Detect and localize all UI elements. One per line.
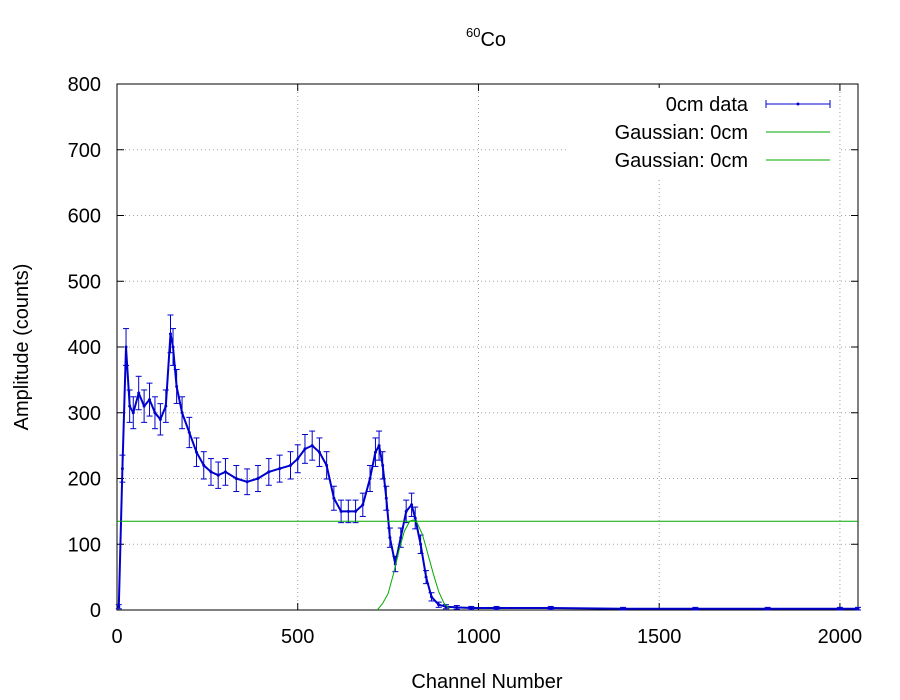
x-axis-label: Channel Number [411,671,563,693]
data-line [117,332,858,610]
y-tick-label: 700 [68,140,101,162]
y-tick-label: 300 [68,403,101,425]
x-tick-label: 1500 [637,626,682,648]
fit-line [376,519,450,611]
legend: 0cm data Gaussian: 0cm Gaussian: 0cm [568,88,838,180]
title-superscript: 60 [466,25,480,40]
y-tick-label: 100 [68,534,101,556]
x-tick-label: 1000 [456,626,501,648]
x-tick-label: 0 [111,626,122,648]
y-tick-label: 800 [68,74,101,96]
y-tick-label: 400 [68,337,101,359]
series-1 [376,519,450,611]
legend-background [568,88,838,180]
y-tick-label: 0 [90,600,101,622]
legend-label: 0cm data [666,94,749,116]
title-main: Co [480,29,506,51]
chart-title: 60Co [466,25,506,51]
x-tick-label: 500 [281,626,314,648]
y-tick-label: 600 [68,206,101,228]
legend-swatch-point [796,102,800,106]
x-tick-label: 2000 [818,626,863,648]
series-0 [115,314,861,611]
y-tick-label: 500 [68,271,101,293]
y-axis-label: Amplitude (counts) [11,264,33,431]
plot-area [115,314,861,611]
tick-labels: 0 500 1000 1500 2000 0 100 200 300 400 500 600 700 80… [68,74,863,648]
legend-label: Gaussian: 0cm [615,122,748,144]
legend-label: Gaussian: 0cm [615,150,748,172]
y-tick-label: 200 [68,469,101,491]
